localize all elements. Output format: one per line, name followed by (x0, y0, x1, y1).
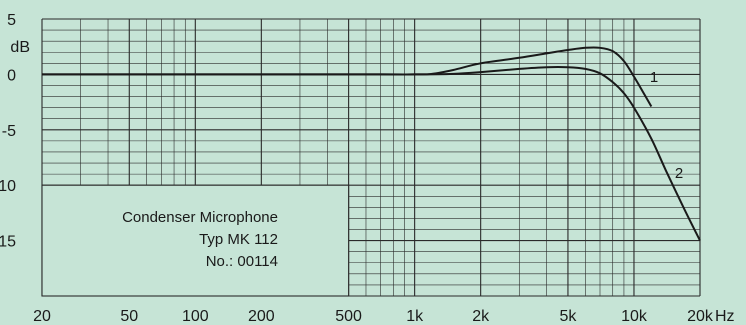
info-box: Condenser Microphone Typ MK 112 No.: 001… (41, 184, 350, 297)
axis-labels: dB Hz 20501002005001k2k5k10k20k50-5-10-1… (0, 12, 735, 325)
curves: 12 (42, 46, 701, 242)
series-label-1: 1 (650, 69, 658, 86)
series-label-2: 2 (675, 165, 683, 182)
y-tick-label: 0 (7, 67, 16, 84)
x-tick-label: 2k (472, 308, 490, 325)
series-line-2 (42, 65, 701, 242)
x-tick-label: 20 (33, 308, 51, 325)
x-axis-unit: Hz (715, 308, 735, 325)
x-tick-label: 200 (248, 308, 275, 325)
minor-gridlines (42, 19, 700, 296)
x-tick-label: 100 (182, 308, 209, 325)
info-box-rect (41, 184, 350, 297)
x-tick-label: 20k (687, 308, 714, 325)
y-tick-label: -10 (0, 178, 16, 195)
x-tick-label: 500 (335, 308, 362, 325)
x-tick-label: 5k (559, 308, 577, 325)
x-tick-label: 50 (120, 308, 138, 325)
info-line-title: Condenser Microphone (122, 209, 278, 226)
x-tick-label: 1k (406, 308, 424, 325)
y-tick-label: -5 (2, 123, 16, 140)
info-line-type: Typ MK 112 (199, 231, 278, 248)
y-tick-label: -15 (0, 234, 16, 251)
x-tick-label: 10k (621, 308, 648, 325)
y-tick-label: 5 (7, 12, 16, 29)
y-axis-unit: dB (10, 39, 30, 56)
info-line-number: No.: 00114 (206, 253, 278, 270)
